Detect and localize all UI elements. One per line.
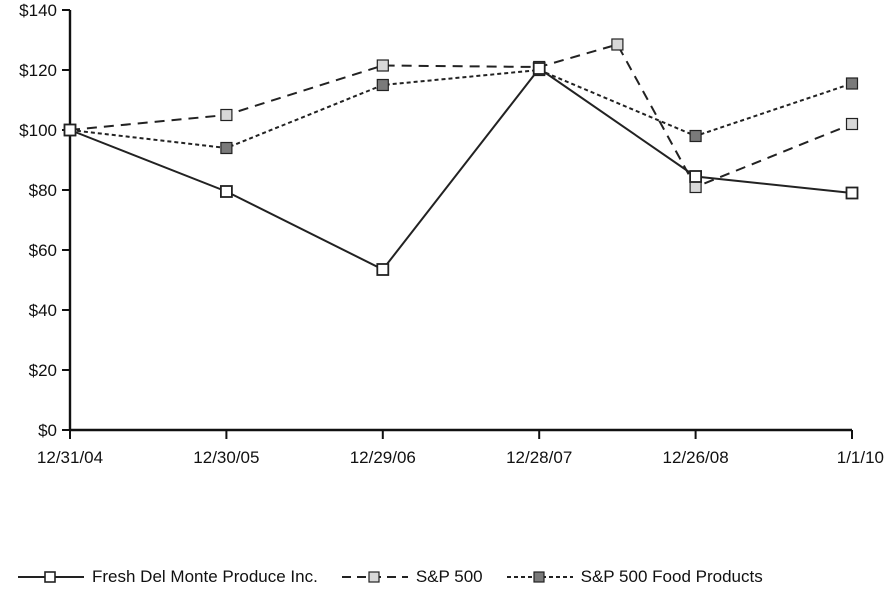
legend-swatch-dashed	[341, 571, 408, 583]
x-tick-label: 12/28/07	[506, 448, 572, 467]
series-line-sp500	[69, 43, 853, 189]
data-point-sp500	[611, 38, 624, 51]
x-tick-label: 12/29/06	[350, 448, 416, 467]
x-tick-label: 12/30/05	[193, 448, 259, 467]
axes: $0 $20 $40 $60 $80 $100 $120 $140 12/31/04 12/30/…	[19, 1, 884, 467]
legend-label: S&P 500	[415, 567, 483, 586]
data-point-fresh-del-monte	[219, 185, 233, 198]
x-tick-label: 1/1/10	[837, 448, 884, 467]
y-tick-label: $100	[19, 121, 57, 140]
y-tick-label: $20	[29, 361, 57, 380]
data-point-sp500-food-products	[220, 141, 233, 155]
legend-swatch-solid	[18, 571, 84, 583]
legend-label: Fresh Del Monte Produce Inc.	[92, 567, 318, 586]
data-point-sp500-food-products	[376, 78, 389, 92]
x-tick-label: 12/26/08	[663, 448, 729, 467]
data-point-fresh-del-monte	[63, 123, 77, 137]
legend-swatch-dotted	[506, 571, 573, 583]
data-point-sp500	[845, 117, 859, 131]
y-tick-label: $60	[29, 241, 57, 260]
data-point-sp500-food-products	[689, 129, 702, 143]
data-point-fresh-del-monte	[376, 263, 390, 276]
legend-item-sp500-food: S&P 500 Food Products	[505, 567, 763, 587]
x-tick-label: 12/31/04	[37, 448, 103, 467]
legend-item-fresh-del-monte: Fresh Del Monte Produce Inc.	[16, 567, 318, 587]
legend-item-sp500: S&P 500	[340, 567, 483, 587]
series-line-fresh-del-monte	[69, 67, 853, 271]
legend-label: S&P 500 Food Products	[580, 567, 763, 586]
data-point-fresh-del-monte	[532, 62, 546, 75]
y-tick-label: $0	[38, 421, 57, 440]
data-point-sp500	[376, 59, 389, 72]
y-tick-label: $140	[19, 1, 57, 20]
data-point-fresh-del-monte	[689, 170, 702, 183]
y-tick-label: $120	[19, 61, 57, 80]
series-layer	[63, 38, 859, 276]
legend: Fresh Del Monte Produce Inc. S&P 500 S&P…	[16, 566, 785, 588]
y-tick-label: $80	[29, 181, 57, 200]
data-point-sp500	[220, 108, 233, 122]
data-point-sp500	[689, 180, 702, 194]
data-point-fresh-del-monte	[845, 186, 859, 200]
y-tick-label: $40	[29, 301, 57, 320]
data-point-sp500-food-products	[845, 77, 859, 90]
series-line-sp500-food-products	[69, 68, 853, 150]
